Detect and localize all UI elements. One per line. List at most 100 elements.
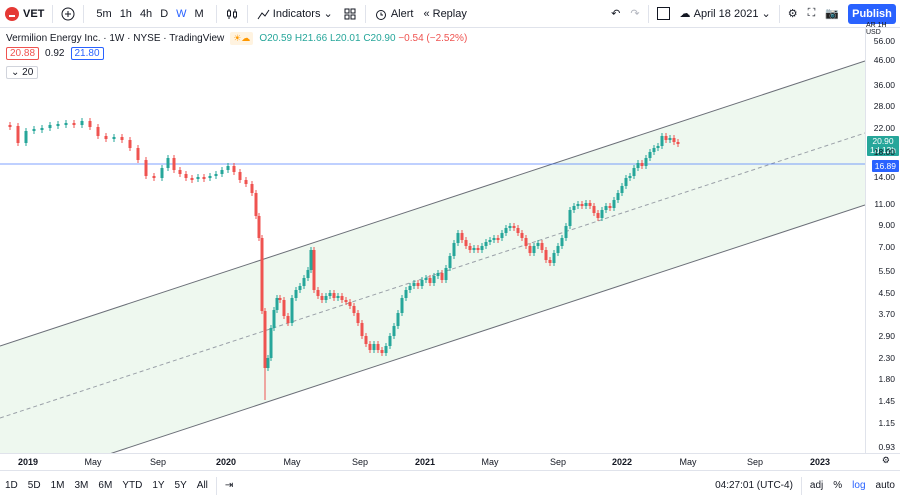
timeframe-5m[interactable]: 5m [96, 7, 112, 20]
candle-body [40, 128, 44, 130]
price-tick-label: 46.00 [873, 55, 895, 65]
indicators-label: Indicators [272, 7, 321, 20]
time-tick-label: 2019 [17, 457, 39, 467]
timeframe-group: 5m 1h 4h D W M [87, 0, 212, 28]
candle-body [452, 243, 456, 256]
last-price-value: 20.90 [872, 136, 894, 146]
candle-body [476, 248, 480, 250]
replay-button[interactable]: « Replay [418, 0, 471, 28]
timeframe-w[interactable]: W [176, 7, 187, 20]
clock-time[interactable]: 04:27:01 (UTC-4) [715, 480, 793, 491]
time-tick-label: Sep [351, 457, 369, 467]
time-tick-label: Sep [549, 457, 567, 467]
timeframe-d[interactable]: D [160, 7, 169, 20]
candle-body [356, 313, 360, 323]
chart-area[interactable] [0, 28, 865, 453]
buy-button[interactable]: 21.80 [70, 47, 104, 60]
percent-toggle[interactable]: % [833, 480, 843, 491]
range-5y[interactable]: 5Y [174, 480, 187, 491]
adj-toggle[interactable]: adj [809, 480, 824, 491]
time-axis[interactable]: ⚙ 2019 May Sep 2020 May Sep 2021 May Sep 2022 May S… [0, 453, 900, 470]
candle-body [202, 177, 206, 179]
volume-toggle[interactable]: ⌄ 20 [6, 66, 39, 79]
candle-body [552, 253, 556, 263]
range-1y[interactable]: 1Y [152, 480, 165, 491]
price-axis[interactable]: 20.90 1d 12h 16.89 56.00 46.00 36.00 28.00 22… [865, 22, 900, 453]
sell-button[interactable]: 20.88 [6, 47, 40, 60]
candle-body [632, 168, 636, 176]
candle-body [104, 136, 108, 139]
replay-label: Replay [432, 7, 467, 20]
candle-body [584, 203, 588, 206]
candle-body [424, 278, 428, 280]
symbol-search[interactable]: VET [0, 0, 49, 28]
auto-toggle[interactable]: auto [875, 480, 895, 491]
candle-body [208, 176, 212, 178]
range-ytd[interactable]: YTD [122, 480, 143, 491]
snapshot-button[interactable]: 📷 [820, 0, 844, 28]
candle-body [388, 336, 392, 346]
timeframe-1h[interactable]: 1h [119, 7, 132, 20]
symbol-label: VET [23, 7, 45, 20]
range-3m[interactable]: 3M [74, 480, 89, 491]
redo-icon: ↷ [630, 8, 640, 20]
candle-body [608, 206, 612, 208]
undo-button[interactable]: ↶ [606, 0, 625, 28]
range-6m[interactable]: 6M [98, 480, 113, 491]
candle-body [272, 310, 276, 328]
candle-body [8, 125, 12, 127]
candle-body [232, 166, 236, 172]
price-tick-label: 22.00 [873, 123, 895, 133]
candle-body [238, 172, 242, 180]
alarm-clock-icon [375, 9, 386, 20]
time-tick-label: May [679, 457, 697, 467]
candle-body [600, 210, 604, 218]
range-1d[interactable]: 1D [5, 480, 18, 491]
redo-button[interactable]: ↷ [625, 0, 644, 28]
candle-body [160, 168, 164, 178]
candle-body [496, 238, 500, 240]
layouts-button[interactable] [338, 0, 362, 28]
indicators-button[interactable]: Indicators ⌄ [251, 0, 338, 28]
date-range-icon[interactable]: ⇥ [224, 480, 234, 491]
candle-body [320, 296, 324, 300]
candle-body [488, 240, 492, 242]
candle-body [196, 177, 200, 179]
timeframe-m[interactable]: M [194, 7, 204, 20]
price-tick-label: 56.00 [873, 36, 895, 46]
fullscreen-button[interactable]: ⛶ [803, 0, 821, 28]
candle-body [16, 126, 20, 143]
timeframe-4h[interactable]: 4h [139, 7, 153, 20]
gear-icon[interactable]: ⚙ [881, 455, 890, 465]
price-tick-label: 9.00 [878, 220, 895, 230]
open-value: O20.59 [259, 33, 293, 44]
axis-currency-label: AR 1H USD [866, 22, 887, 36]
candle-body [278, 298, 282, 300]
bottom-toolbar: 1D 5D 1M 3M 6M YTD 1Y 5Y All ⇥ 04:27:01 (UTC-4) … [0, 470, 900, 500]
date-label: April 18 2021 [693, 7, 759, 20]
candle-body [648, 152, 652, 158]
candle-body [652, 148, 656, 152]
chart-type-button[interactable] [220, 0, 244, 28]
date-selector[interactable]: ☁ April 18 2021 ⌄ [675, 0, 776, 28]
add-symbol-button[interactable] [56, 0, 80, 28]
price-chart[interactable] [0, 28, 865, 453]
range-5d[interactable]: 5D [27, 480, 41, 491]
candle-body [290, 298, 294, 323]
alert-button[interactable]: Alert [369, 0, 419, 28]
candle-body [302, 278, 306, 286]
rewind-icon: « [423, 7, 430, 20]
range-all[interactable]: All [196, 480, 208, 491]
chevron-down-icon: ⌄ [323, 8, 333, 20]
checkbox-square[interactable] [652, 0, 675, 28]
range-group: 1D 5D 1M 3M 6M YTD 1Y 5Y All [0, 480, 213, 491]
log-toggle[interactable]: log [852, 480, 866, 491]
price-tick-label: 11.00 [874, 199, 895, 209]
candle-body [120, 137, 124, 140]
range-1m[interactable]: 1M [50, 480, 65, 491]
candle-body [348, 302, 352, 306]
publish-button[interactable]: Publish [848, 4, 896, 24]
hline-price-tag: 16.89 [871, 160, 899, 172]
settings-button[interactable]: ⚙ [783, 0, 803, 28]
candle-body [520, 233, 524, 238]
